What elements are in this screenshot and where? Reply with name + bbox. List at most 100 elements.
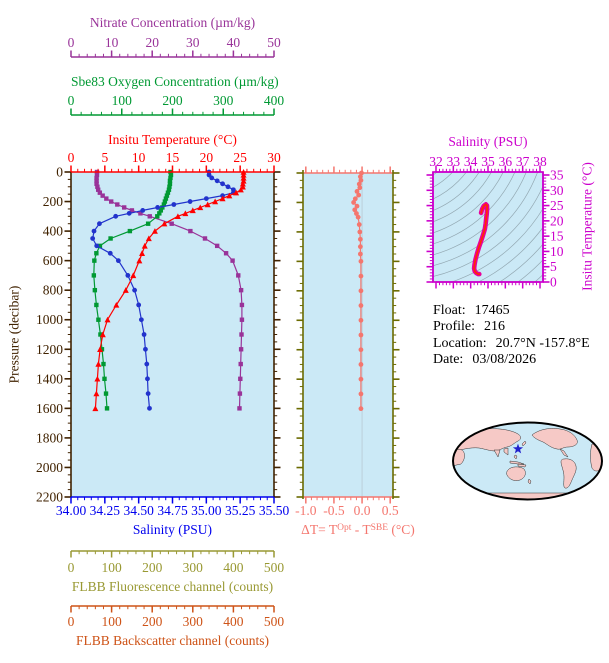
backscatter-tick-label: 200 xyxy=(142,614,163,629)
oxygen-tick-label: 400 xyxy=(264,93,285,108)
float-info-block: Float: 17465 Profile: 216 Location: 20.7°N … xyxy=(433,303,590,368)
temperature-series xyxy=(92,169,247,412)
delta-bottom-tick-label: 0.0 xyxy=(354,503,371,518)
temperature-tick-label: 30 xyxy=(267,150,281,165)
profile-number-label: Profile: xyxy=(433,319,475,335)
pressure-left-tick-label: 1600 xyxy=(36,401,63,416)
ts-salinity-top-tick-label: 32 xyxy=(429,154,443,169)
fluorescence-tick-label: 300 xyxy=(183,560,204,575)
pressure-left-tick-label: 2200 xyxy=(36,490,63,505)
pressure-left-tick-label: 0 xyxy=(56,165,63,180)
backscatter-tick-label: 0 xyxy=(68,614,75,629)
salinity-tick-label: 35.25 xyxy=(225,503,256,518)
salinity-axis: 34.00 34.25 34.50 34.75 35.00 35.25 35.50 xyxy=(56,496,290,518)
nitrate-tick-label: 30 xyxy=(186,35,200,50)
ts-temp-right-tick-label: 30 xyxy=(550,183,564,198)
delta-plot-area xyxy=(303,173,393,497)
float-id-value: 17465 xyxy=(474,303,510,318)
map-outline xyxy=(452,421,603,501)
oxygen-series xyxy=(91,169,174,411)
temperature-axis: 0 5 10 15 20 25 30 xyxy=(68,150,281,173)
nitrate-tick-label: 50 xyxy=(267,35,281,50)
temperature-tick-label: 0 xyxy=(68,150,75,165)
delta-bottom-tick-label: -1.0 xyxy=(295,503,317,518)
pressure-left-tick-label: 1400 xyxy=(36,371,63,386)
temperature-tick-label: 25 xyxy=(233,150,247,165)
float-location-star xyxy=(512,443,524,454)
fluorescence-tick-label: 200 xyxy=(142,560,163,575)
delta-left-axis xyxy=(296,170,304,499)
pressure-right-axis xyxy=(273,171,281,498)
pressure-left-tick-label: 1800 xyxy=(36,430,63,445)
salinity-tick-label: 35.50 xyxy=(259,503,290,518)
ts-salinity-top-tick-label: 33 xyxy=(447,154,461,169)
profile-number-value: 216 xyxy=(484,319,505,335)
ts-temp-right-tick-label: 35 xyxy=(550,168,564,183)
nitrate-axis: 0 10 20 30 40 50 xyxy=(68,35,281,58)
temperature-tick-label: 10 xyxy=(132,150,146,165)
fluorescence-tick-label: 400 xyxy=(223,560,244,575)
fluorescence-tick-label: 500 xyxy=(264,560,285,575)
location-value: 20.7°N -157.8°E xyxy=(495,335,590,351)
float-id-label: Float: xyxy=(433,303,466,318)
nitrate-tick-label: 0 xyxy=(68,35,75,50)
ts-salinity-top-tick-label: 36 xyxy=(499,154,513,169)
isopycnal-contours xyxy=(433,172,543,282)
ts-salinity-top-tick-label: 35 xyxy=(481,154,495,169)
ts-temp-left-axis xyxy=(426,172,434,283)
oxygen-axis: 0 100 200 300 400 xyxy=(68,93,285,116)
fluorescence-tick-label: 100 xyxy=(101,560,122,575)
temperature-tick-label: 5 xyxy=(101,150,108,165)
ts-profile-curve xyxy=(471,202,490,277)
backscatter-tick-label: 400 xyxy=(223,614,244,629)
ts-temp-right-tick-label: 20 xyxy=(550,213,564,228)
temperature-tick-label: 15 xyxy=(166,150,180,165)
fluorescence-tick-label: 0 xyxy=(68,560,75,575)
delta-t-series xyxy=(351,170,364,412)
delta-bottom-tick-label: 0.5 xyxy=(382,503,399,518)
backscatter-axis: 0 100 200 300 400 500 xyxy=(68,605,285,629)
ts-salinity-top-axis: 32 33 34 35 36 37 38 xyxy=(429,154,547,173)
date-label: Date: xyxy=(433,351,464,367)
delta-bottom-tick-label: -0.5 xyxy=(323,503,345,518)
oxygen-tick-label: 300 xyxy=(213,93,234,108)
salinity-tick-label: 34.50 xyxy=(123,503,154,518)
pressure-left-tick-label: 600 xyxy=(43,253,64,268)
pressure-left-tick-label: 1000 xyxy=(36,312,63,327)
delta-bottom-axis: -1.0 -0.5 0.0 0.5 xyxy=(295,496,399,518)
ts-temp-right-tick-label: 25 xyxy=(550,198,564,213)
profile-number-row: Profile: 216 xyxy=(433,319,590,335)
salinity-tick-label: 35.00 xyxy=(191,503,222,518)
ts-salinity-top-tick-label: 34 xyxy=(464,154,478,169)
nitrate-tick-label: 40 xyxy=(227,35,241,50)
pressure-left-tick-label: 400 xyxy=(43,224,64,239)
date-row: Date: 03/08/2026 xyxy=(433,352,590,368)
salinity-series xyxy=(90,169,236,411)
pressure-left-tick-label: 1200 xyxy=(36,342,63,357)
backscatter-tick-label: 100 xyxy=(101,614,122,629)
salinity-tick-label: 34.00 xyxy=(56,503,87,518)
pressure-left-axis: 0 200 400 600 800 1000 1200 1400 1600 1800 2000 220… xyxy=(36,165,72,505)
nitrate-tick-label: 10 xyxy=(105,35,119,50)
backscatter-tick-label: 300 xyxy=(183,614,204,629)
pressure-left-tick-label: 800 xyxy=(43,283,64,298)
ts-temp-right-tick-label: 0 xyxy=(550,275,557,290)
pressure-left-tick-label: 200 xyxy=(43,194,64,209)
salinity-tick-label: 34.75 xyxy=(157,503,188,518)
backscatter-tick-label: 500 xyxy=(264,614,285,629)
salinity-tick-label: 34.25 xyxy=(90,503,121,518)
delta-top-axis xyxy=(303,166,393,174)
float-id-row: Float: 17465 xyxy=(433,303,590,319)
delta-right-axis xyxy=(392,170,400,499)
ts-plot-area xyxy=(433,172,543,282)
fluorescence-axis: 0 100 200 300 400 500 xyxy=(68,550,285,575)
location-label: Location: xyxy=(433,335,487,351)
oxygen-tick-label: 100 xyxy=(112,93,133,108)
ts-salinity-top-tick-label: 38 xyxy=(533,154,547,169)
temperature-tick-label: 20 xyxy=(200,150,214,165)
date-value: 03/08/2026 xyxy=(472,351,537,367)
pressure-left-tick-label: 2000 xyxy=(36,460,63,475)
